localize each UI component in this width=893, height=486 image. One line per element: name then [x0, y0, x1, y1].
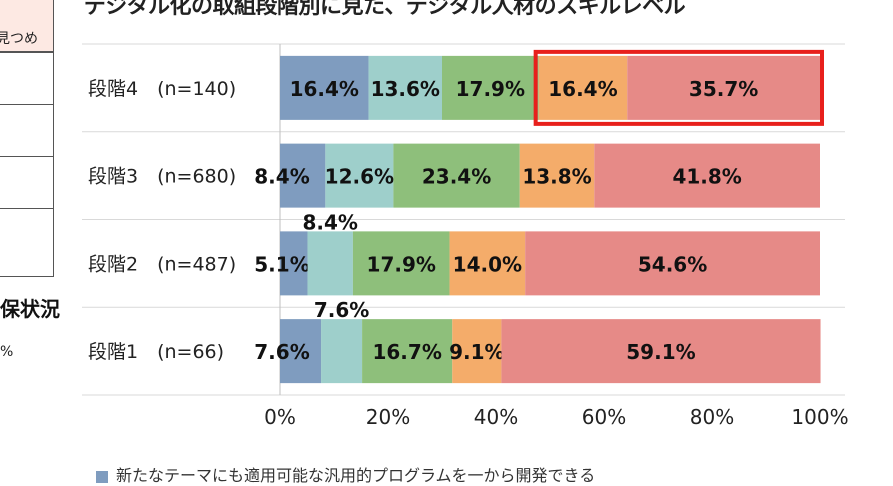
- left-table-row: [0, 105, 54, 157]
- data-label: 23.4%: [422, 165, 491, 189]
- data-label: 35.7%: [689, 77, 758, 101]
- bar-segment: [368, 55, 442, 120]
- bar-segment: [452, 319, 502, 384]
- data-label: 9.1%: [449, 340, 504, 364]
- data-label: 16.7%: [372, 340, 441, 364]
- data-label: 7.6%: [254, 340, 309, 364]
- bar-segment: [442, 55, 539, 120]
- data-label: 8.4%: [302, 210, 357, 234]
- chart-title: デジタル化の取組段階別に見た、デジタル人材のスキルレベル: [84, 0, 686, 19]
- data-label: 13.8%: [522, 165, 591, 189]
- data-label: 17.9%: [367, 252, 436, 276]
- legend-swatch: [96, 470, 108, 483]
- x-tick-label: 0%: [264, 405, 296, 429]
- left-table-header-text: 見つめ: [0, 31, 38, 47]
- highlight-box: [533, 49, 824, 126]
- data-label: 41.8%: [672, 165, 741, 189]
- bar-segment: [307, 231, 353, 296]
- bar-segment: [321, 319, 363, 384]
- data-label: 59.1%: [626, 340, 695, 364]
- data-label: 14.0%: [453, 252, 522, 276]
- bar-segment: [325, 143, 394, 208]
- data-label: 16.4%: [290, 77, 359, 101]
- bar-segment: [352, 231, 450, 296]
- bar-segment: [501, 319, 821, 384]
- left-table-fragment: 見つめ: [0, 0, 56, 277]
- bar-segment: [280, 231, 308, 296]
- bar-segment: [449, 231, 526, 296]
- x-tick-label: 20%: [366, 405, 410, 429]
- left-percent-text: %: [0, 344, 14, 360]
- legend: 新たなテーマにも適用可能な汎用的プログラムを一から開発できる: [96, 462, 595, 486]
- bar-segment: [280, 143, 326, 208]
- x-tick-label: 80%: [690, 405, 734, 429]
- data-label: 16.4%: [548, 77, 617, 101]
- data-label: 5.1%: [254, 252, 309, 276]
- category-label: 段階3 (n=680): [88, 166, 236, 188]
- left-table-row: [0, 209, 54, 277]
- bar-segment: [280, 319, 322, 384]
- bar-segment: [393, 143, 520, 208]
- data-label: 8.4%: [254, 165, 309, 189]
- data-label: 13.6%: [371, 77, 440, 101]
- bar-segment: [519, 143, 595, 208]
- data-label: 12.6%: [325, 165, 394, 189]
- bar-segment: [280, 55, 369, 120]
- page: デジタル化の取組段階別に見た、デジタル人材のスキルレベル 見つめ 保状況 % 段…: [0, 0, 849, 485]
- bar-segment: [525, 231, 820, 296]
- data-label: 54.6%: [638, 252, 707, 276]
- left-section-heading: 保状況: [0, 297, 60, 321]
- data-label: 17.9%: [456, 77, 525, 101]
- category-label: 段階4 (n=140): [88, 78, 236, 100]
- legend-item-label: 新たなテーマにも適用可能な汎用的プログラムを一から開発できる: [116, 466, 596, 485]
- data-label: 7.6%: [314, 298, 369, 322]
- left-table-row: [0, 157, 54, 209]
- bar-segment: [594, 143, 820, 208]
- category-label: 段階2 (n=487): [88, 253, 236, 275]
- bar-segment: [362, 319, 453, 384]
- x-tick-label: 60%: [582, 405, 626, 429]
- bar-segment: [538, 55, 628, 120]
- left-table-header-cell: 見つめ: [0, 0, 54, 52]
- stacked-bar-chart: 段階4 (n=140) 16.4% 13.6% 17.9% 16.4% 35.7% 段階3 …: [82, 43, 849, 429]
- x-tick-label: 40%: [474, 405, 518, 429]
- bar-segment: [627, 55, 820, 120]
- category-label: 段階1 (n=66): [88, 341, 224, 363]
- x-tick-label: 100%: [791, 405, 848, 429]
- left-table-row: [0, 52, 54, 105]
